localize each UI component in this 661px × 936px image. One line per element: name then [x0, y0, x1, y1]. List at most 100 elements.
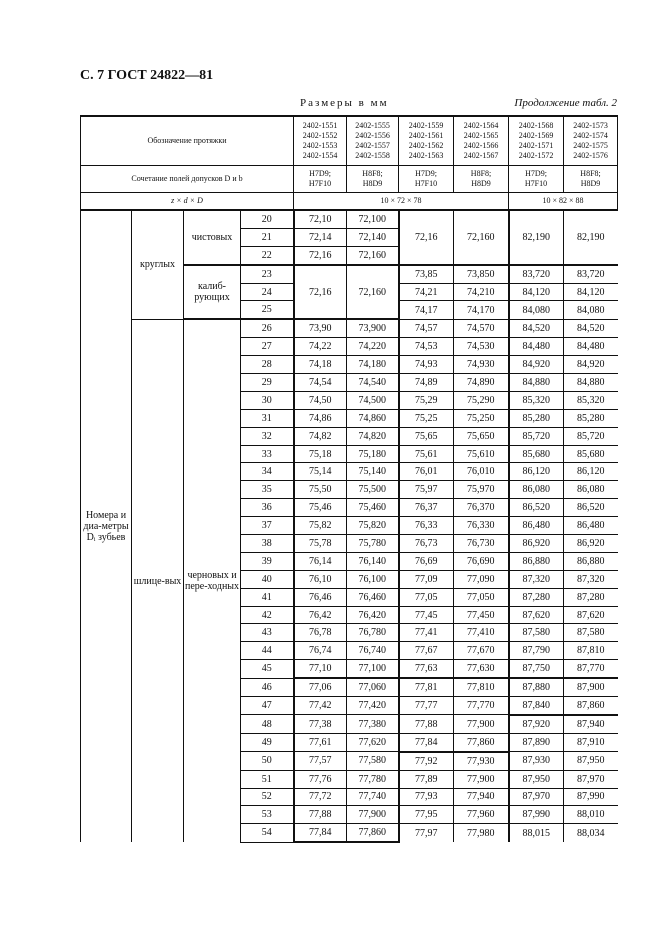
table-row: 30 74,50 74,500 75,29 75,290 85,320 85,320	[81, 390, 618, 410]
value-cell: 84,880	[507, 373, 565, 392]
value-cell: 87,990	[563, 787, 618, 807]
table-row: 48 77,38 77,380 77,88 77,900 87,920 87,940	[81, 714, 618, 734]
value-cell: 75,82	[292, 516, 348, 536]
value-cell: 74,86	[292, 408, 348, 428]
value-cell: 77,900	[453, 769, 510, 789]
value-cell: 75,25	[397, 408, 455, 428]
table-row: 52 77,72 77,740 77,93 77,940 87,970 87,990	[81, 787, 618, 807]
value-cell: 84,920	[507, 355, 565, 375]
value-cell: 77,900	[346, 805, 400, 825]
value-cell: 76,420	[346, 605, 400, 625]
value-cell: 74,220	[346, 337, 400, 357]
tooth-number: 40	[239, 569, 295, 589]
value-cell: 75,780	[346, 534, 400, 553]
table-row: 31 74,86 74,860 75,25 75,250 85,280 85,280	[81, 408, 618, 428]
value-cell: 87,620	[563, 605, 618, 625]
table-row: 33 75,18 75,180 75,61 75,610 85,680 85,680	[81, 444, 618, 464]
value-cell: 75,610	[453, 444, 510, 464]
tooth-number: 38	[239, 534, 295, 553]
value-cell: 76,690	[453, 551, 510, 571]
value-cell: 88,010	[563, 805, 618, 825]
table-row: 46 77,06 77,060 77,81 77,810 87,880 87,900	[81, 677, 618, 698]
table-row: 44 76,74 76,740 77,67 77,670 87,790 87,810	[81, 641, 618, 661]
tolerance-value: H8D9	[362, 179, 383, 188]
designation-cell: 2402-1573 2402-1574 2402-1575 2402-1576	[563, 115, 619, 166]
value-cell: 84,480	[507, 337, 565, 357]
value-cell: 74,50	[292, 390, 348, 410]
value-cell: 85,320	[563, 390, 618, 410]
value-cell: 87,880	[507, 677, 565, 698]
value-cell: 74,82	[292, 426, 348, 446]
value-cell: 87,930	[507, 751, 565, 771]
table-row: 37 75,82 75,820 76,33 76,330 86,480 86,480	[81, 516, 618, 536]
value-cell: 77,380	[346, 714, 400, 734]
tooth-number: 29	[239, 373, 295, 392]
designation-cell: 2402-1559 2402-1561 2402-1562 2402-1563	[398, 115, 455, 166]
value-cell: 74,53	[397, 337, 455, 357]
designation-code: 2402-1574	[573, 131, 608, 140]
table-row: 35 75,50 75,500 75,97 75,970 86,080 86,080	[81, 480, 618, 500]
value-cell: 76,370	[453, 498, 510, 518]
value-cell: 75,65	[397, 426, 455, 446]
tolerance-value: H7D9;	[415, 169, 437, 178]
value-cell: 77,89	[397, 769, 455, 789]
value-cell: 77,860	[453, 732, 510, 753]
value-cell: 87,580	[563, 623, 618, 643]
value-cell: 74,89	[397, 373, 455, 392]
value-cell: 77,97	[397, 823, 455, 843]
value-cell: 76,100	[346, 569, 400, 589]
tolerance-value: H8F8;	[362, 169, 383, 178]
value-cell: 87,790	[507, 641, 565, 661]
tooth-number: 23	[239, 264, 295, 284]
value-cell: 84,120	[563, 282, 618, 302]
designation-cell: 2402-1568 2402-1569 2402-1571 2402-1572	[508, 115, 565, 166]
designation-cell: 2402-1555 2402-1556 2402-1557 2402-1558	[346, 115, 400, 166]
designation-code: 2402-1575	[573, 141, 608, 150]
table-row: 54 77,84 77,860 77,97 77,980 88,015 88,034	[81, 823, 618, 844]
designation-code: 2402-1561	[408, 131, 444, 140]
value-cell: 76,010	[453, 462, 510, 482]
value-cell: 87,990	[507, 805, 565, 825]
broach-dimensions-table: Обозначение протяжки 2402-1551 2402-1552 24…	[79, 115, 619, 844]
value-cell: 84,520	[563, 318, 618, 339]
value-cell: 77,93	[397, 787, 455, 807]
value-cell: 75,140	[346, 462, 400, 482]
value-cell: 74,820	[346, 426, 400, 446]
value-cell: 84,480	[563, 337, 618, 357]
value-cell: 73,85	[398, 264, 455, 284]
tooth-number: 22	[239, 245, 295, 266]
tolerance-value: H7F10	[524, 179, 548, 188]
value-cell: 77,67	[397, 641, 455, 661]
table-row: 53 77,88 77,900 77,95 77,960 87,990 88,010	[81, 805, 618, 825]
value-cell: 77,980	[453, 823, 510, 843]
value-cell: 86,880	[563, 551, 618, 571]
tolerance-value: H8D9	[580, 179, 601, 188]
value-cell: 87,920	[507, 714, 565, 734]
value-cell: 73,850	[453, 264, 510, 284]
value-cell: 72,16	[292, 245, 348, 266]
value-cell: 77,630	[453, 659, 510, 679]
table-continuation: Продолжение табл. 2	[514, 97, 617, 109]
value-cell: 75,14	[292, 462, 348, 482]
value-cell: 77,10	[292, 659, 348, 679]
table-row: 43 76,78 76,780 77,41 77,410 87,580 87,580	[81, 623, 618, 643]
finishing-label: чистовых	[183, 209, 241, 266]
tolerance-cell: H8F8; H8D9	[563, 165, 619, 193]
value-cell: 84,520	[507, 318, 565, 339]
value-cell: 74,500	[346, 390, 400, 410]
table-row: 49 77,61 77,620 77,84 77,860 87,890 87,910	[81, 732, 618, 753]
value-cell: 73,900	[346, 318, 400, 339]
value-cell: 76,78	[292, 623, 348, 643]
value-cell: 76,14	[292, 551, 348, 571]
tooth-number: 41	[239, 587, 295, 607]
value-cell: 77,42	[292, 696, 348, 716]
value-cell: 75,97	[397, 480, 455, 500]
value-cell: 87,580	[507, 623, 565, 643]
value-cell: 87,950	[507, 769, 565, 789]
value-cell: 87,750	[507, 659, 565, 679]
value-cell: 87,280	[563, 587, 618, 607]
value-cell: 77,61	[292, 732, 348, 753]
value-cell: 76,33	[397, 516, 455, 536]
value-cell: 76,74	[292, 641, 348, 661]
value-cell: 74,890	[453, 373, 510, 392]
